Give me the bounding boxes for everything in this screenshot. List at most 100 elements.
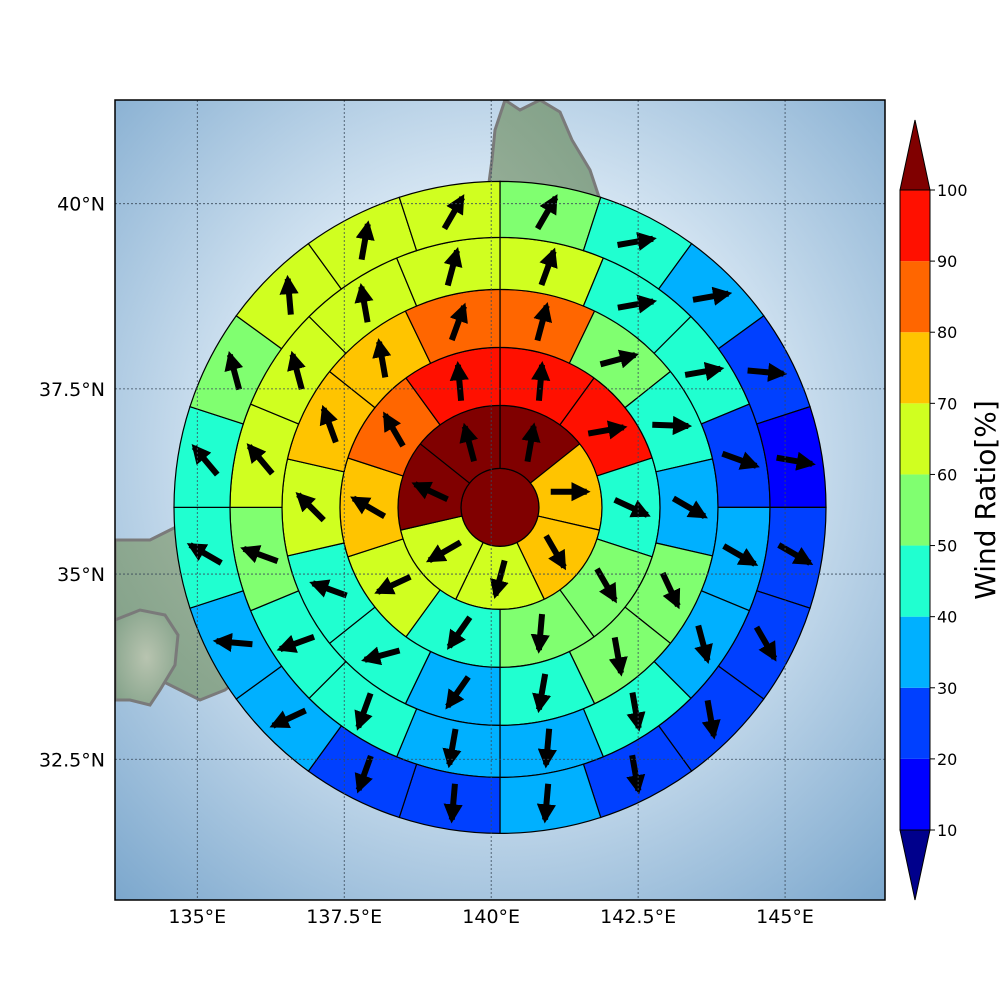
map-plot-area (115, 100, 885, 900)
wind-arrow (448, 302, 468, 342)
wind-arrow (722, 543, 759, 567)
wind-arrow (382, 411, 406, 448)
map-frame (114, 99, 886, 901)
wind-arrow (721, 450, 760, 470)
wind-arrow (361, 646, 401, 666)
wind-arrow (753, 625, 778, 662)
wind-arrow (694, 624, 713, 665)
colorbar-tick-label: 90 (937, 252, 957, 271)
x-tick-label: 137.5°E (306, 906, 382, 928)
wind-arrow (652, 415, 693, 436)
colorbar-segment (900, 261, 930, 333)
x-tick-label: 145°E (756, 906, 814, 928)
wind-arrow (659, 571, 681, 610)
wind-arrow (411, 481, 449, 503)
colorbar-label: Wind Ratio[%] (969, 400, 1000, 600)
y-tick-label: 32.5°N (39, 749, 105, 771)
wind-arrow (442, 728, 462, 769)
wind-arrow (354, 283, 374, 323)
wind-arrow (587, 420, 628, 440)
colorbar-frame (899, 189, 931, 831)
wind-arrow (240, 545, 279, 564)
wind-arrow (350, 495, 387, 520)
colorbar-tick-label: 100 (937, 181, 968, 200)
wind-arrow (535, 194, 559, 231)
wind-arrow (532, 673, 552, 714)
wind-arrow (354, 754, 374, 794)
wind-arrow (445, 675, 471, 710)
wind-arrow (443, 246, 463, 287)
wind-ratio-sectors (173, 180, 827, 835)
colorbar-tick-label: 20 (937, 750, 957, 769)
colorbar-segment (900, 545, 930, 617)
y-tick-label: 40°N (57, 194, 105, 216)
wind-arrow (692, 286, 733, 306)
wind-direction-arrows (186, 194, 816, 824)
wind-arrow (617, 231, 657, 251)
wind-arrow (537, 728, 557, 769)
wind-arrow (191, 444, 220, 477)
colorbar-segment (900, 474, 930, 546)
colorbar-tick-label: 50 (937, 537, 957, 556)
wind-arrow (224, 351, 244, 391)
wind-arrow (701, 699, 721, 740)
wind-arrow (459, 422, 479, 463)
wind-arrow (776, 451, 816, 471)
colorbar-segments (899, 119, 931, 901)
wind-arrow (521, 422, 541, 463)
colorbar-segment (900, 190, 930, 262)
wind-arrow (684, 361, 725, 381)
wind-arrow (747, 362, 788, 382)
x-axis-ticks: 135°E 137.5°E 140°E 142.5°E 145°E (168, 906, 814, 928)
wind-arrow (617, 294, 658, 314)
wind-arrow (269, 707, 307, 729)
wind-arrow (490, 559, 509, 600)
shikoku-landmass (115, 608, 180, 707)
wind-arrow (287, 350, 306, 391)
wind-arrow (533, 302, 553, 342)
wind-arrow (372, 338, 392, 378)
colorbar: 10 20 30 40 50 60 70 80 90 100 Wind Ratio[%] (899, 119, 1000, 901)
colorbar-tick-label: 60 (937, 465, 957, 484)
wind-arrow (599, 349, 639, 369)
x-tick-label: 140°E (462, 906, 520, 928)
colorbar-tick-label: 30 (937, 679, 957, 698)
wind-arrow (374, 574, 412, 595)
colorbar-over-triangle (899, 119, 931, 191)
wind-arrow (443, 783, 463, 824)
wind-arrow (355, 220, 375, 261)
y-tick-label: 37.5°N (39, 379, 105, 401)
wind-arrow (319, 404, 339, 444)
wind-arrow (354, 692, 374, 731)
colorbar-tick-label: 70 (937, 394, 957, 413)
wind-arrow (279, 274, 299, 315)
colorbar-segment (900, 332, 930, 404)
wind-arrow (531, 361, 551, 402)
wind-arrow (309, 579, 348, 599)
wind-arrow (608, 636, 628, 677)
gridlines (115, 100, 885, 900)
colorbar-tick-label: 10 (937, 821, 957, 840)
y-axis-ticks: 32.5°N 35°N 37.5°N 40°N (39, 194, 105, 772)
wind-arrow (446, 615, 473, 650)
wind-arrow (626, 692, 646, 732)
wind-arrow (295, 491, 326, 523)
colorbar-tick-label: 80 (937, 323, 957, 342)
colorbar-tick-label: 40 (937, 608, 957, 627)
wind-arrow (671, 495, 708, 520)
wind-arrow (777, 542, 814, 566)
colorbar-segment (900, 758, 930, 830)
wind-arrow (626, 754, 646, 795)
wind-arrow (441, 194, 465, 231)
y-tick-label: 35°N (57, 564, 105, 586)
wind-arrow (425, 539, 462, 563)
x-tick-label: 142.5°E (600, 906, 676, 928)
x-tick-label: 135°E (168, 906, 226, 928)
wind-arrow (538, 247, 558, 287)
wind-arrow (530, 613, 550, 654)
colorbar-segment (900, 403, 930, 475)
wind-arrow (246, 443, 275, 476)
wind-arrow (536, 783, 556, 824)
colorbar-segment (900, 616, 930, 688)
